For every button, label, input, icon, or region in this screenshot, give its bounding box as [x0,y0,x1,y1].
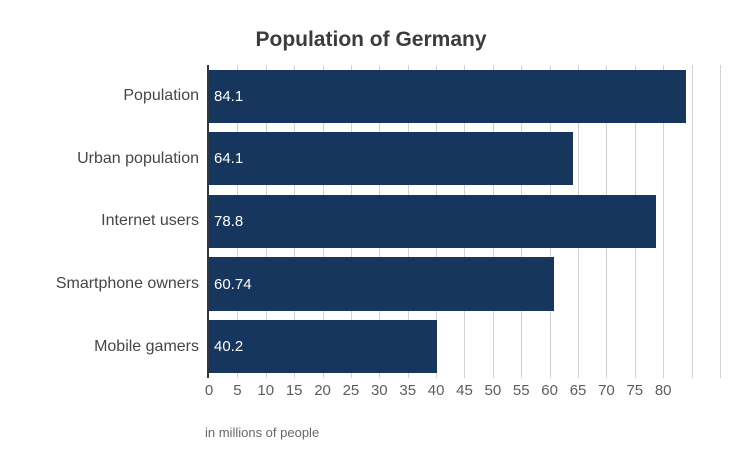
x-tick-label: 0 [204,382,214,399]
bars-container: 84.1 64.1 78.8 60.74 40.2 [209,65,737,378]
chart-title: Population of Germany [255,28,487,51]
x-axis-ticks: 0 5 10 15 20 25 30 35 40 45 50 55 60 65 70 75 80 [205,382,737,404]
x-tick-label: 35 [399,382,417,399]
bar-row: 84.1 [209,65,737,128]
x-tick-label: 45 [456,382,473,399]
x-tick-label: 10 [257,382,275,399]
x-tick-label: 80 [654,382,672,399]
x-tick-label: 70 [598,382,615,399]
bar[interactable]: 84.1 [209,69,687,123]
x-tick-label: 55 [512,382,530,399]
bar-value-label: 40.2 [214,338,244,356]
category-label: Smartphone owners [55,275,199,293]
x-tick-label: 75 [626,382,644,399]
gridline [719,65,721,378]
bar[interactable]: 78.8 [209,194,657,249]
bar-value-label: 60.74 [214,275,252,293]
bar-row: 78.8 [209,190,737,253]
category-label: Population [123,87,199,105]
x-tick-label: 50 [484,382,502,399]
gridline [663,65,665,378]
x-tick-label: 15 [285,382,303,399]
bar-value-label: 64.1 [214,150,244,168]
x-axis-caption: in millions of people [205,425,320,440]
chart-body: Population Urban population Internet users… [0,65,742,378]
bar[interactable]: 64.1 [209,132,573,186]
x-tick-label: 5 [233,382,242,399]
gridline [691,65,693,378]
x-tick-label: 30 [370,382,388,399]
category-label: Internet users [101,212,199,230]
bar[interactable]: 60.74 [209,257,554,311]
x-tick-label: 60 [541,382,558,399]
plot-area: 84.1 64.1 78.8 60.74 40.2 [207,65,737,378]
bar-row: 64.1 [209,128,737,191]
category-labels: Population Urban population Internet users… [0,65,199,378]
x-tick-label: 40 [427,382,445,399]
bar-value-label: 84.1 [214,87,244,105]
x-tick-label: 25 [342,382,360,399]
category-label: Urban population [77,149,199,167]
bar-row: 60.74 [209,253,737,316]
bar[interactable]: 40.2 [209,320,438,374]
x-tick-label: 65 [569,382,587,399]
bar-value-label: 78.8 [214,212,244,230]
category-label: Mobile gamers [94,337,199,355]
bar-row: 40.2 [209,315,737,378]
x-tick-label: 20 [314,382,331,399]
